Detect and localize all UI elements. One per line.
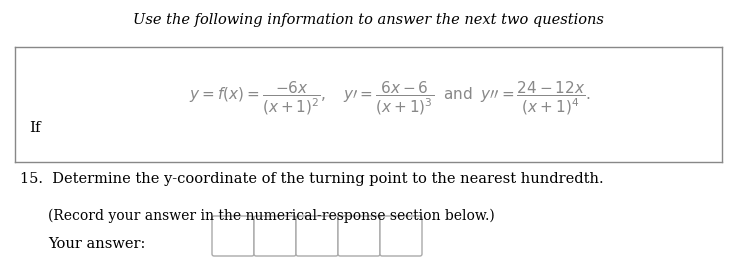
Text: (Record your answer in the numerical-response section below.): (Record your answer in the numerical-res… (48, 209, 495, 224)
Text: 15.  Determine the y-coordinate of the turning point to the nearest hundredth.: 15. Determine the y-coordinate of the tu… (20, 172, 604, 185)
Text: $y = f(x) = \dfrac{-6x}{(x+1)^2},\quad y\prime = \dfrac{6x-6}{(x+1)^3}$$\;\text{: $y = f(x) = \dfrac{-6x}{(x+1)^2},\quad y… (189, 80, 590, 117)
Text: Use the following information to answer the next two questions: Use the following information to answer … (133, 13, 604, 27)
FancyBboxPatch shape (212, 216, 254, 256)
Text: Your answer:: Your answer: (48, 237, 145, 251)
Text: If: If (29, 121, 41, 135)
FancyBboxPatch shape (338, 216, 380, 256)
FancyBboxPatch shape (296, 216, 338, 256)
FancyBboxPatch shape (380, 216, 422, 256)
FancyBboxPatch shape (254, 216, 296, 256)
